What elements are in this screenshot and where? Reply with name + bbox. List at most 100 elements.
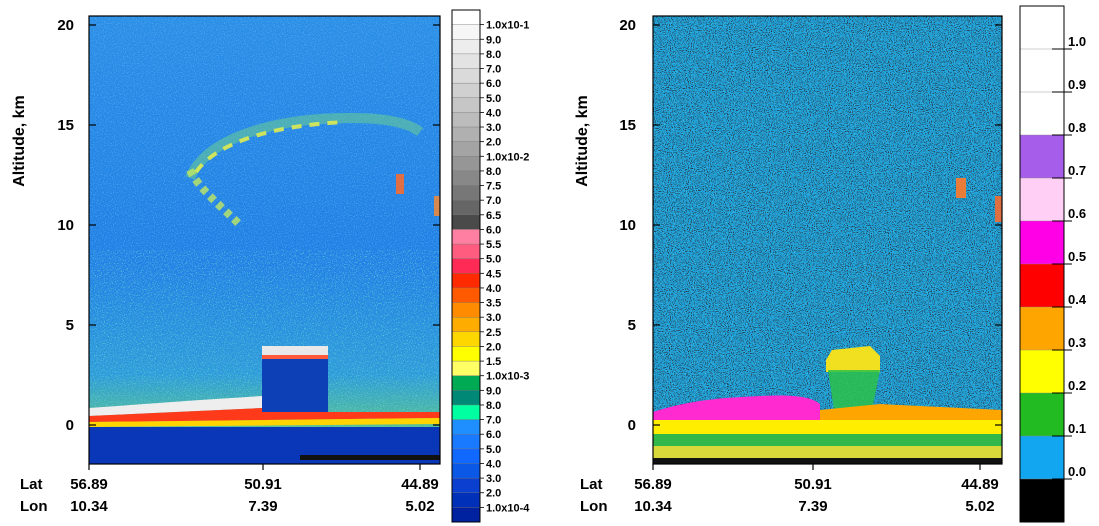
left-colorbar-swatch [451,24,481,40]
right-yellow-band [653,420,1002,434]
left-colorbar-label: 4.0 [486,107,501,119]
left-colorbar-swatch [451,317,481,333]
left-colorbar-swatch [451,492,481,508]
right-ytick-15: 15 [619,117,636,134]
left-colorbar-frame [451,9,481,523]
left-colorbar-label: 2.0 [486,137,501,149]
left-colorbar-swatch [451,68,481,84]
right-colorbar-label: 0.5 [1068,249,1086,264]
right-magenta-mound [653,395,820,424]
left-colorbar-swatch [451,258,481,274]
left-colorbar-swatch [451,229,481,245]
left-plot-frame [88,15,441,465]
left-dense-block-rim [262,355,328,359]
left-lon-1: 7.39 [248,498,277,515]
left-colorbar-label: 6.0 [486,429,501,441]
right-colorbar-label: 0.1 [1068,421,1086,436]
right-orange-mound [820,404,1002,422]
right-colorbar-swatch [1019,91,1065,136]
left-xticks [88,464,421,470]
left-ylabel: Altitude, km [11,95,28,187]
left-ytick-10: 10 [57,217,74,234]
left-colorbar-label: 7.0 [486,415,501,427]
right-colorbar-swatch [1019,392,1065,437]
left-surface-red [89,408,440,422]
left-colorbar-swatch [451,9,481,26]
left-colorbar-swatch [451,214,481,230]
right-lat-1: 50.91 [794,476,832,493]
right-xaxis: Lat Lon 56.89 50.91 44.89 10.34 7.39 5.0… [580,476,999,515]
left-colorbar-swatch [451,185,481,201]
right-red-cell-edge [995,196,1002,222]
left-lon-0: 10.34 [70,498,108,515]
right-colorbar-label: 1.0 [1068,34,1086,49]
right-bottom-strip [653,458,1002,464]
right-lat-0: 56.89 [634,476,672,493]
right-xticks [652,464,981,470]
left-colorbar-label: 4.5 [486,268,501,280]
left-dense-block [262,352,328,416]
left-colorbar-label: 3.0 [486,122,501,134]
right-colorbar-labels: 1.0 0.9 0.8 0.7 0.6 0.5 0.4 0.3 0.2 0.1 0.0 [1052,34,1087,480]
right-lon-label: Lon [580,498,608,515]
right-lat-2: 44.89 [961,476,999,493]
right-ytick-10: 10 [619,217,636,234]
right-colorbar-swatch [1019,5,1065,50]
left-colorbar-label: 6.5 [486,210,501,222]
right-colorbar-swatch [1019,48,1065,93]
right-plot-frame [652,15,1003,465]
right-colorbar-swatch [1019,306,1065,351]
right-colorbar-label: 0.3 [1068,335,1086,350]
right-colorbar-swatch [1019,349,1065,394]
left-lat-2: 44.89 [401,476,439,493]
left-colorbar-label: 6.0 [486,224,501,236]
left-colorbar-label: 1.0x10-2 [486,151,529,163]
right-ytick-labels: 0 5 10 15 20 [619,17,636,434]
left-colorbar-swatch [451,419,481,435]
right-mixed-band [653,446,1002,458]
left-colorbar-label: 5.0 [486,93,501,105]
left-upper-arc [185,112,424,181]
left-colorbar-swatch [451,507,481,523]
left-colorbar-swatch [451,97,481,113]
left-colorbar-swatch [451,360,481,377]
right-colorbar-label: 0.0 [1068,464,1086,479]
right-lon-0: 10.34 [634,498,672,515]
left-red-cell-edge [434,196,440,216]
right-red-cell [956,178,966,198]
left-colorbar-swatch [451,331,481,347]
left-colorbar-swatch [451,463,481,479]
left-dense-block-top [262,346,328,356]
left-colorbar-label: 8.0 [486,49,501,61]
left-colorbar-swatch [451,39,481,55]
right-colorbar-label: 0.2 [1068,378,1086,393]
left-surface-yellow [89,418,440,427]
left-yticks [89,24,440,426]
left-colorbar-swatch [451,404,481,421]
left-colorbar-swatch [451,82,481,99]
left-colorbar-label: 7.5 [486,181,501,193]
left-colorbar-label: 6.0 [486,78,501,90]
right-yticks [653,24,1002,426]
left-colorbar-label: 3.0 [486,312,501,324]
left-colorbar-swatch [451,346,481,362]
left-xaxis: Lat Lon 56.89 50.91 44.89 10.34 7.39 5.0… [20,476,439,515]
left-colorbar-label: 5.5 [486,239,501,251]
left-colorbar-swatch [451,199,481,216]
right-colorbar-swatch [1019,263,1065,308]
left-colorbar-swatch [451,170,481,187]
left-red-cell [396,174,404,194]
left-colorbar-swatch [451,243,481,260]
left-lat-0: 56.89 [70,476,108,493]
right-colorbar-label: 0.7 [1068,163,1086,178]
left-colorbar-swatch [451,448,481,464]
right-colorbar-label: 0.6 [1068,206,1086,221]
left-colorbar-label: 2.5 [486,327,501,339]
left-colorbar-swatch [451,375,481,391]
left-colorbar-label: 8.0 [486,400,501,412]
left-colorbar-label: 1.0x10-1 [486,20,529,32]
left-plot-area [89,16,440,464]
right-colorbar-label: 0.4 [1068,292,1087,307]
left-colorbar-label: 5.0 [486,254,501,266]
left-upper-arc-core [194,120,346,174]
